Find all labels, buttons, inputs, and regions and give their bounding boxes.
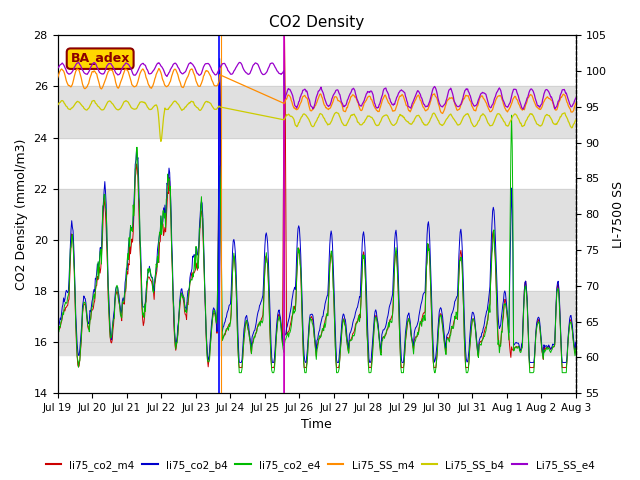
Legend: li75_co2_m4, li75_co2_b4, li75_co2_e4, Li75_SS_m4, Li75_SS_b4, Li75_SS_e4: li75_co2_m4, li75_co2_b4, li75_co2_e4, L… bbox=[42, 456, 598, 475]
Text: BA_adex: BA_adex bbox=[70, 52, 130, 65]
Y-axis label: LI-7500 SS: LI-7500 SS bbox=[612, 180, 625, 248]
Bar bbox=[58, 189, 576, 240]
Y-axis label: CO2 Density (mmol/m3): CO2 Density (mmol/m3) bbox=[15, 139, 28, 290]
X-axis label: Time: Time bbox=[301, 419, 332, 432]
Bar bbox=[58, 86, 576, 138]
Bar bbox=[58, 291, 576, 355]
Title: CO2 Density: CO2 Density bbox=[269, 15, 364, 30]
